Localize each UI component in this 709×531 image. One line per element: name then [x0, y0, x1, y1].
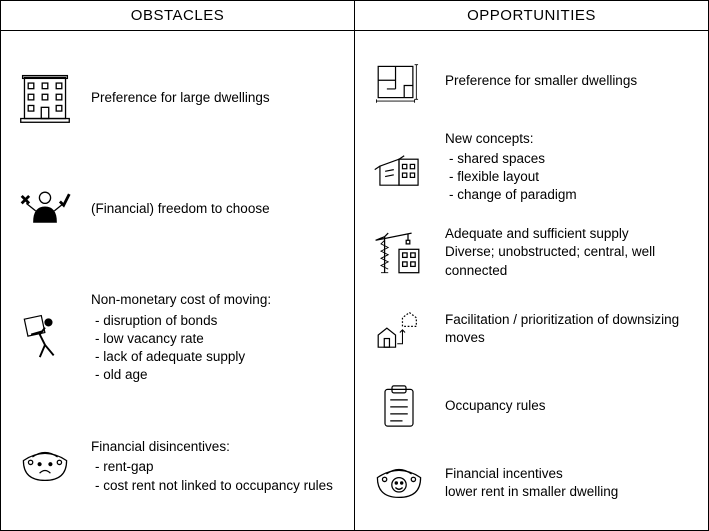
obstacle-title: (Financial) freedom to choose	[91, 200, 344, 218]
bullet: change of paradigm	[449, 186, 698, 204]
obstacle-title: Preference for large dwellings	[91, 89, 344, 107]
floorplan-icon	[369, 53, 429, 111]
opportunity-row: Occupancy rules	[369, 377, 698, 435]
crane-icon	[369, 223, 429, 281]
obstacles-column: OBSTACLES Preference for large dwelli	[1, 1, 355, 530]
obstacle-text: Financial disincentives: rent-gap cost r…	[91, 438, 344, 495]
opportunity-row: New concepts: shared spaces flexible lay…	[369, 130, 698, 205]
opportunity-text: Financial incentives lower rent in small…	[445, 465, 698, 501]
obstacle-row: (Financial) freedom to choose	[15, 180, 344, 238]
obstacle-bullets: rent-gap cost rent not linked to occupan…	[91, 458, 344, 494]
opportunities-body: Preference for smaller dwellings New co	[355, 31, 708, 530]
bullet: low vacancy rate	[95, 330, 344, 348]
opportunity-subtitle: Diverse; unobstructed; central, well con…	[445, 243, 698, 279]
obstacle-row: Preference for large dwellings	[15, 69, 344, 127]
opportunity-title: Occupancy rules	[445, 397, 698, 415]
obstacles-header: OBSTACLES	[1, 1, 354, 31]
purse-sad-icon	[15, 437, 75, 495]
opportunity-title: New concepts:	[445, 130, 698, 148]
opportunity-row: Facilitation / prioritization of downsiz…	[369, 300, 698, 358]
bullet: lack of adequate supply	[95, 348, 344, 366]
opportunity-title: Facilitation / prioritization of downsiz…	[445, 311, 698, 347]
obstacle-text: (Financial) freedom to choose	[91, 200, 344, 218]
opportunity-title: Preference for smaller dwellings	[445, 72, 698, 90]
opportunities-column: OPPORTUNITIES Preference for smaller dwe…	[355, 1, 708, 530]
opportunity-bullets: shared spaces flexible layout change of …	[445, 150, 698, 205]
obstacles-body: Preference for large dwellings (Financia…	[1, 31, 354, 530]
obstacle-bullets: disruption of bonds low vacancy rate lac…	[91, 312, 344, 385]
opportunity-row: Adequate and sufficient supply Diverse; …	[369, 223, 698, 281]
new-concepts-icon	[369, 138, 429, 196]
obstacle-row: Financial disincentives: rent-gap cost r…	[15, 437, 344, 495]
opportunity-title: Adequate and sufficient supply	[445, 225, 698, 243]
moving-person-icon	[15, 309, 75, 367]
opportunity-text: Adequate and sufficient supply Diverse; …	[445, 225, 698, 280]
opportunity-text: Facilitation / prioritization of downsiz…	[445, 311, 698, 347]
opportunity-text: Preference for smaller dwellings	[445, 72, 698, 90]
obstacle-row: Non-monetary cost of moving: disruption …	[15, 291, 344, 384]
obstacle-title: Non-monetary cost of moving:	[91, 291, 344, 309]
obstacle-title: Financial disincentives:	[91, 438, 344, 456]
opportunity-row: Preference for smaller dwellings	[369, 53, 698, 111]
obstacle-text: Preference for large dwellings	[91, 89, 344, 107]
bullet: disruption of bonds	[95, 312, 344, 330]
bullet: rent-gap	[95, 458, 344, 476]
opportunity-subtitle: lower rent in smaller dwelling	[445, 483, 698, 501]
opportunity-title: Financial incentives	[445, 465, 698, 483]
infographic-container: OBSTACLES Preference for large dwelli	[0, 0, 709, 531]
bullet: old age	[95, 366, 344, 384]
purse-happy-icon	[369, 454, 429, 512]
large-building-icon	[15, 69, 75, 127]
opportunity-text: Occupancy rules	[445, 397, 698, 415]
downsize-move-icon	[369, 300, 429, 358]
opportunity-row: Financial incentives lower rent in small…	[369, 454, 698, 512]
bullet: cost rent not linked to occupancy rules	[95, 477, 344, 495]
bullet: shared spaces	[449, 150, 698, 168]
opportunities-header: OPPORTUNITIES	[355, 1, 708, 31]
obstacle-text: Non-monetary cost of moving: disruption …	[91, 291, 344, 384]
choice-person-icon	[15, 180, 75, 238]
opportunity-text: New concepts: shared spaces flexible lay…	[445, 130, 698, 205]
clipboard-icon	[369, 377, 429, 435]
bullet: flexible layout	[449, 168, 698, 186]
